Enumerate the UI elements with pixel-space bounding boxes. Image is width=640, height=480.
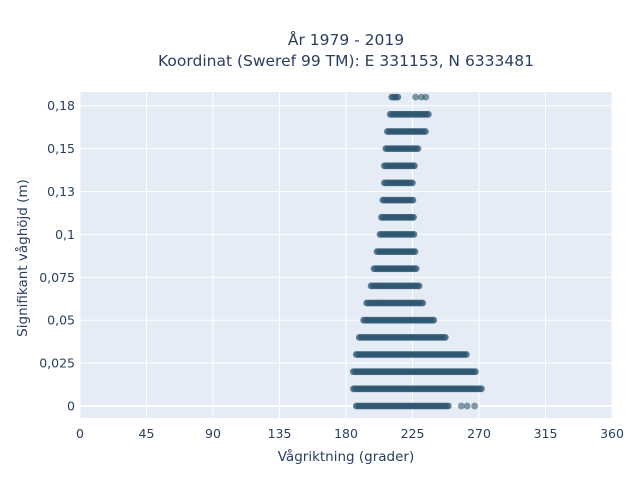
data-point [419, 299, 427, 307]
y-tick-label: 0,025 [39, 356, 75, 371]
data-point [409, 196, 417, 204]
data-point [430, 316, 438, 324]
x-tick-label: 45 [139, 426, 155, 441]
y-tick-label: 0,18 [47, 98, 75, 113]
chart-title-line-2: Koordinat (Sweref 99 TM): E 331153, N 63… [158, 52, 534, 70]
data-point [422, 128, 429, 135]
y-axis-ticks: 0 0,025 0,05 0,075 0,1 0,13 0,15 0,18 [39, 98, 75, 413]
data-point [441, 334, 449, 341]
data-point [471, 402, 478, 410]
chart-title-line-1: År 1979 - 2019 [288, 30, 404, 49]
data-point [410, 231, 418, 238]
data-point [415, 282, 423, 290]
data-point [457, 402, 465, 410]
data-points [350, 93, 485, 410]
data-point [412, 93, 419, 101]
data-point [411, 162, 418, 170]
data-point [412, 265, 420, 273]
data-point [422, 93, 430, 101]
data-point [478, 385, 485, 393]
x-axis-title: Vågriktning (grader) [278, 448, 415, 465]
y-tick-label: 0,05 [47, 313, 75, 328]
data-point [424, 110, 432, 118]
x-tick-label: 135 [268, 426, 292, 441]
data-point [410, 213, 417, 221]
data-point [463, 402, 471, 410]
x-tick-label: 90 [205, 426, 221, 441]
y-axis-title: Signifikant våghöjd (m) [14, 179, 31, 337]
data-point [472, 368, 479, 376]
data-point [414, 145, 422, 153]
data-point [394, 93, 402, 101]
x-tick-label: 0 [76, 426, 84, 441]
data-point [411, 248, 419, 256]
data-point [444, 402, 452, 410]
y-tick-label: 0,15 [47, 141, 75, 156]
x-tick-label: 225 [401, 426, 425, 441]
y-tick-label: 0,075 [39, 270, 75, 285]
x-tick-label: 315 [534, 426, 558, 441]
x-tick-label: 270 [467, 426, 491, 441]
y-tick-label: 0,1 [55, 227, 75, 242]
grid-lines [79, 92, 613, 418]
x-tick-label: 180 [334, 426, 358, 441]
x-axis-ticks: 0 45 90 135 180 225 270 315 360 [76, 426, 624, 441]
x-tick-label: 360 [600, 426, 624, 441]
y-tick-label: 0,13 [47, 184, 75, 199]
data-point [409, 179, 416, 187]
y-tick-label: 0 [67, 398, 75, 413]
data-point [462, 351, 470, 358]
